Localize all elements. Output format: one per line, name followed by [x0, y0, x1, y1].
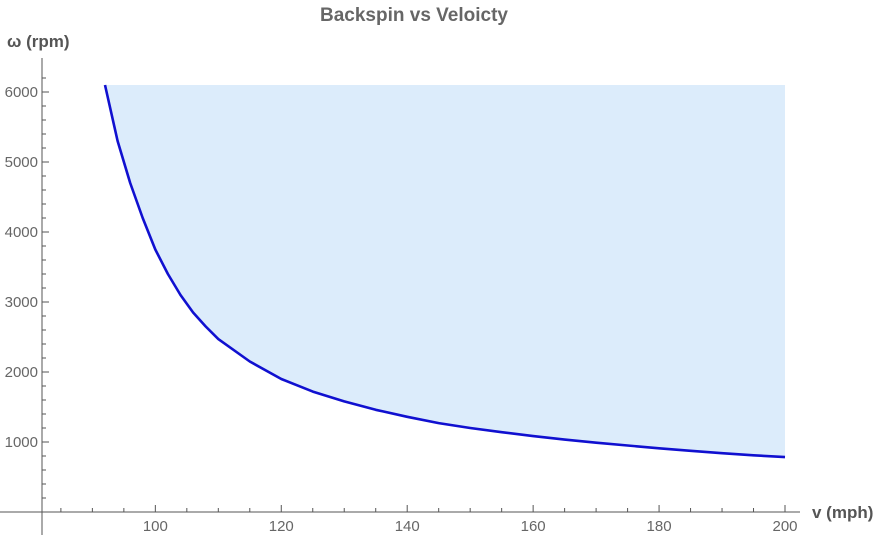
y-tick-label: 4000 [5, 224, 38, 241]
y-tick-label: 2000 [5, 364, 38, 381]
x-axis-label: v (mph) [812, 503, 873, 522]
y-tick-label: 5000 [5, 154, 38, 171]
y-tick-label: 1000 [5, 434, 38, 451]
shaded-region [105, 85, 785, 458]
y-axis-label: ω (rpm) [7, 32, 70, 51]
x-tick-label: 120 [269, 518, 294, 535]
x-tick-label: 160 [521, 518, 546, 535]
backspin-curve [103, 84, 786, 459]
x-tick-label: 200 [772, 518, 797, 535]
y-axis: 1000 2000 3000 4000 5000 6000 [5, 58, 49, 535]
x-tick-label: 180 [647, 518, 672, 535]
y-tick-label: 3000 [5, 294, 38, 311]
x-axis: 100 120 140 160 180 200 [0, 505, 800, 535]
chart-title: Backspin vs Veloicty [320, 5, 508, 26]
x-tick-label: 140 [395, 518, 420, 535]
x-tick-label: 100 [143, 518, 168, 535]
y-tick-label: 6000 [5, 84, 38, 101]
